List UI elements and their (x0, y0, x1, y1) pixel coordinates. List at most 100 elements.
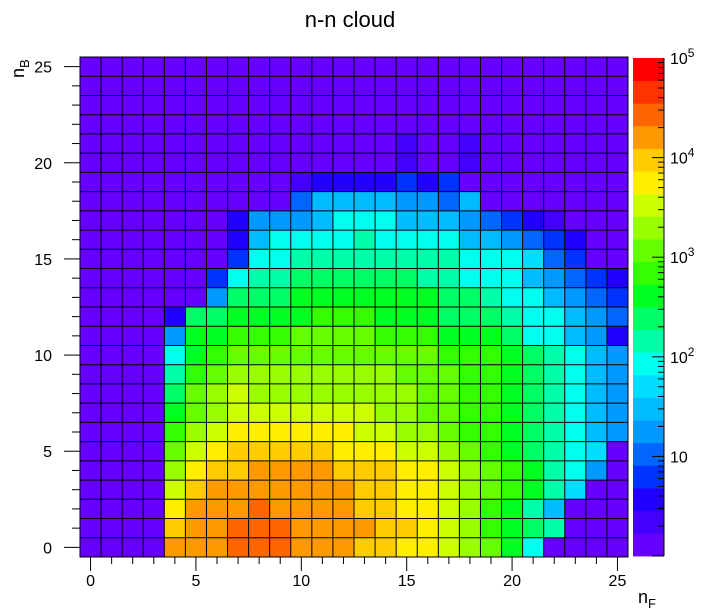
heatmap-cell (585, 518, 608, 539)
heatmap-cell (543, 76, 566, 96)
heatmap-cell (501, 191, 523, 212)
heatmap-cell (480, 249, 502, 269)
heatmap-cell (564, 326, 587, 346)
colorbar-tick-label: 105 (670, 46, 695, 68)
heatmap-cell (101, 76, 123, 96)
heatmap-cell (564, 133, 587, 154)
heatmap-cell (522, 249, 544, 269)
heatmap-cell (459, 480, 481, 500)
heatmap-cell (206, 114, 228, 135)
heatmap-cell (585, 307, 608, 327)
heatmap-cell (564, 114, 587, 135)
heatmap-cell (354, 499, 376, 519)
heatmap-cell (417, 518, 439, 539)
heatmap-cell (290, 422, 313, 442)
heatmap-cell (375, 480, 397, 500)
heatmap-cell (480, 210, 502, 231)
x-tick-label: 0 (86, 573, 95, 590)
x-tick-label: 15 (398, 573, 416, 590)
heatmap-cell (585, 364, 608, 385)
heatmap-cell (332, 95, 355, 115)
heatmap-cell (585, 172, 608, 192)
heatmap-cell (332, 499, 355, 519)
heatmap-cell (606, 95, 629, 115)
heatmap-cell (522, 268, 544, 289)
heatmap-cell (564, 422, 587, 442)
colorbar-swatch (633, 442, 664, 466)
heatmap-cell (585, 114, 608, 135)
heatmap-cell (543, 307, 566, 327)
heatmap-cell (101, 95, 123, 115)
heatmap-cell (480, 268, 502, 289)
heatmap-cell (248, 326, 270, 346)
heatmap-cell (290, 230, 313, 250)
heatmap-cell (290, 537, 313, 558)
heatmap-cell (311, 230, 334, 250)
heatmap-cell (269, 518, 292, 539)
heatmap-cell (143, 191, 165, 212)
heatmap-cell (501, 460, 523, 481)
heatmap-cell (438, 133, 460, 154)
heatmap-cell (564, 287, 587, 308)
heatmap-cell (564, 210, 587, 231)
colorbar-swatch (633, 171, 664, 195)
heatmap-cell (143, 345, 165, 365)
heatmap-cell (332, 518, 355, 539)
heatmap-cell (248, 76, 270, 96)
heatmap-cell (101, 383, 123, 404)
heatmap-cell (80, 345, 102, 365)
heatmap-cell (269, 95, 292, 115)
heatmap-cell (227, 133, 249, 154)
heatmap-cell (543, 518, 566, 539)
heatmap-cell (459, 326, 481, 346)
heatmap-cell (606, 403, 629, 423)
heatmap-cell (311, 95, 334, 115)
heatmap-cell (606, 441, 629, 462)
heatmap-cell (122, 441, 144, 462)
heatmap-cell (501, 95, 523, 115)
heatmap-cell (585, 133, 608, 154)
color-scale-bar: 10 102 103 104 105 (633, 46, 695, 557)
heatmap-cell (122, 172, 144, 192)
heatmap-cell (585, 191, 608, 212)
heatmap-cell (227, 364, 249, 385)
colorbar-swatch (633, 352, 664, 376)
heatmap-cell (248, 499, 270, 519)
heatmap-cell (480, 114, 502, 135)
heatmap-cell (564, 499, 587, 519)
heatmap-cell (227, 287, 249, 308)
heatmap-cell (606, 191, 629, 212)
heatmap-cell (290, 76, 313, 96)
heatmap-cell (185, 249, 207, 269)
heatmap-cell (332, 153, 355, 173)
heatmap-cell (501, 480, 523, 500)
heatmap-cell (375, 499, 397, 519)
heatmap-cell (122, 268, 144, 289)
heatmap-cell (227, 76, 249, 96)
colorbar-tick-label: 103 (670, 245, 695, 267)
heatmap-cell (164, 172, 186, 192)
heatmap-cell (438, 326, 460, 346)
heatmap-cell (206, 268, 228, 289)
heatmap-cell (354, 230, 376, 250)
heatmap-cell (185, 441, 207, 462)
y-axis-label: nB (8, 59, 32, 78)
heatmap-cell (143, 480, 165, 500)
heatmap-cell (206, 403, 228, 423)
heatmap-cell (143, 403, 165, 423)
heatmap-cell (101, 172, 123, 192)
heatmap-cell (80, 230, 102, 250)
heatmap-cell (101, 326, 123, 346)
heatmap-cell (143, 460, 165, 481)
heatmap-cell (606, 460, 629, 481)
heatmap-cell (164, 191, 186, 212)
heatmap-cell (396, 230, 418, 250)
heatmap-cell (269, 76, 292, 96)
colorbar-swatch (633, 533, 664, 557)
heatmap-cell (438, 499, 460, 519)
heatmap-cell (501, 422, 523, 442)
heatmap-cell (290, 268, 313, 289)
heatmap-cell (185, 403, 207, 423)
heatmap-cell (480, 133, 502, 154)
heatmap-cell (543, 537, 566, 558)
